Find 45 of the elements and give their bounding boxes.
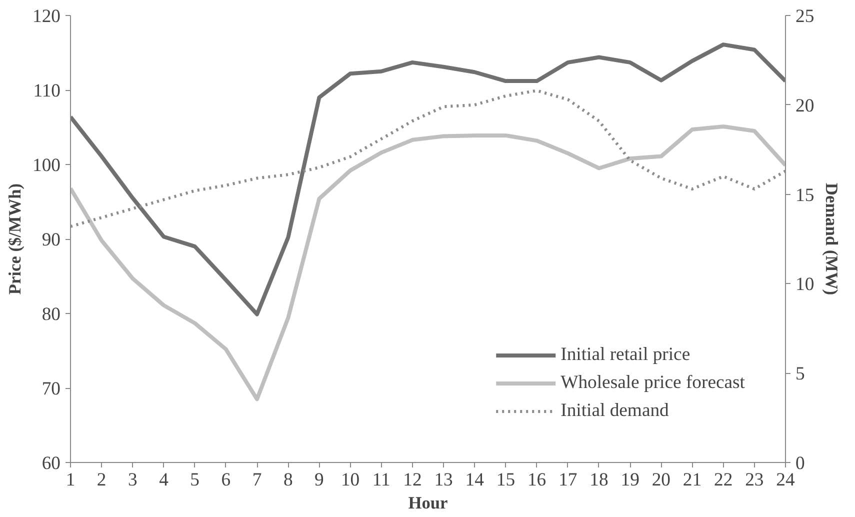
y-tick-label: 90 (42, 230, 60, 250)
x-tick-label: 16 (527, 470, 546, 490)
x-tick-label: 5 (190, 470, 200, 490)
x-tick-label: 6 (221, 470, 231, 490)
x-tick-label: 21 (682, 470, 702, 490)
y2-tick-label: 10 (796, 274, 814, 296)
x-tick-label: 8 (283, 470, 293, 490)
y2-tick-label: 15 (796, 184, 814, 206)
x-tick-label: 1 (66, 470, 76, 490)
x-tick-label: 2 (96, 470, 106, 490)
x-tick-label: 17 (558, 470, 578, 490)
y-tick-label: 110 (33, 80, 61, 102)
legend-label: Initial retail price (560, 344, 690, 366)
x-tick-label: 7 (252, 470, 262, 490)
y-tick-label: 120 (32, 6, 60, 27)
x-tick-label: 12 (403, 470, 422, 490)
x-tick-label: 3 (128, 470, 138, 490)
legend-label: Initial demand (560, 400, 669, 422)
x-tick-label: 9 (314, 470, 324, 490)
x-tick-label: 15 (496, 470, 516, 490)
line-series (70, 124, 786, 402)
y-axis-title: Price ($/MWh) (6, 183, 25, 295)
y-tick-label: 60 (42, 453, 60, 474)
y-tick-label: 70 (42, 378, 60, 400)
x-tick-label: 19 (620, 470, 640, 490)
x-tick-label: 13 (434, 470, 453, 490)
y2-tick-label: 0 (796, 453, 805, 474)
y2-tick-label: 20 (796, 95, 814, 116)
y2-tick-label: 5 (796, 364, 805, 385)
line-series (70, 42, 786, 316)
y2-axis-title: Demand (MW) (822, 182, 842, 296)
y-tick-label: 100 (32, 155, 60, 176)
legend-label: Wholesale price forecast (560, 372, 745, 394)
x-tick-label: 18 (590, 470, 608, 490)
x-tick-label: 10 (340, 470, 360, 490)
y2-tick-label: 25 (796, 6, 814, 27)
x-tick-label: 23 (745, 470, 764, 490)
x-tick-label: 22 (714, 470, 733, 490)
x-tick-label: 11 (372, 470, 390, 490)
y-tick-label: 80 (42, 304, 60, 325)
x-tick-label: 4 (159, 470, 170, 490)
x-tick-label: 14 (465, 470, 485, 490)
x-tick-label: 20 (652, 470, 670, 490)
x-tick-label: 24 (776, 470, 796, 490)
x-axis-title: Hour (408, 494, 448, 512)
